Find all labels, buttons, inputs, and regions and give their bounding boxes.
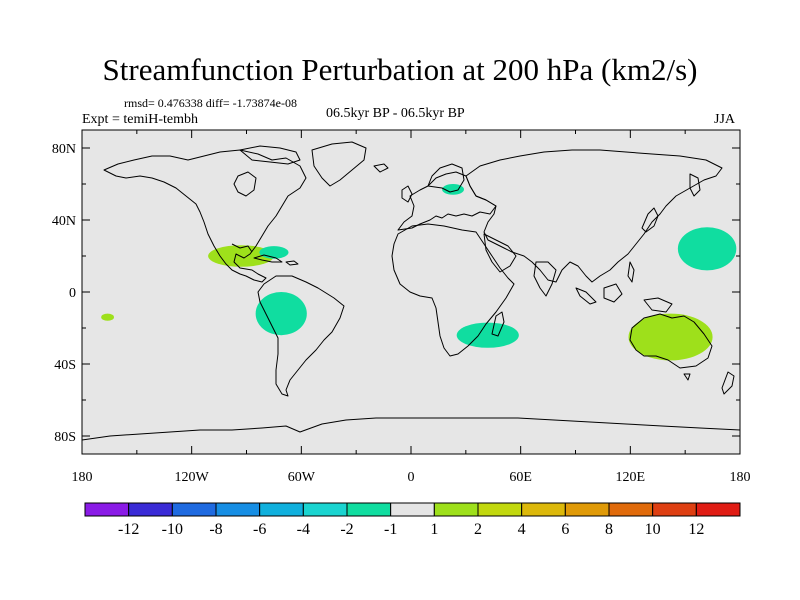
coastlines [82,141,740,441]
coast-borneo [603,283,623,303]
coast-greenland [311,141,367,187]
colorbar-label: 8 [605,521,613,538]
coast-new-zealand [721,371,735,395]
coast-tasmania [683,373,691,381]
coast-south-america [257,275,345,397]
coast-scandinavia [427,163,465,193]
coast-hispaniola [285,260,299,266]
coast-japan [641,207,659,233]
colorbar-swatch [128,502,173,517]
coast-arabia [483,233,517,273]
colorbar-swatch [84,502,130,517]
lon-label: 60W [288,470,316,485]
colorbar-label: 2 [474,521,482,538]
lat-label: 0 [69,286,76,301]
colorbar-swatch [390,502,435,517]
anomaly-patch-scandinavia [442,184,465,195]
lat-label: 40N [52,214,76,229]
colorbar-swatch [652,502,697,517]
anomaly-patch-southern-africa [456,322,519,348]
coast-madagascar [491,311,505,337]
map-axes: 80N 40N 0 40S 80S 180 120W 60W 0 60E 120E 180 [52,130,751,485]
coast-africa [391,223,515,357]
anomaly-patch-cuba-core [259,246,289,259]
colorbar-swatch [215,502,261,517]
colorbar-label: 10 [645,521,661,538]
lon-label: 60E [509,470,532,485]
coast-iceland [373,163,389,173]
colorbar-swatch [433,502,479,517]
colorbar-swatch [477,502,523,517]
colorbar-swatch [302,502,348,517]
coast-hudson-bay [233,171,257,197]
colorbar-label: 6 [561,521,569,538]
coast-australia [629,313,713,369]
coast-kamchatka [689,173,701,197]
period-label: 06.5kyr BP - 06.5kyr BP [326,106,465,121]
coast-antarctica [82,417,740,441]
colorbar-label: 12 [688,521,704,538]
season-label: JJA [714,112,736,127]
anomaly-patch-northwest-pacific [677,227,737,271]
colorbar-label: 1 [430,521,438,538]
lat-label: 80S [54,430,76,445]
colorbar-label: 4 [518,521,526,538]
lat-label: 40S [54,358,76,373]
colorbar-label: -1 [384,521,397,538]
lat-label: 80N [52,142,76,157]
anomaly-patch-central-pacific [101,313,114,321]
coast-gulf [231,243,253,253]
lon-label: 0 [408,470,415,485]
anomaly-patch-south-america [255,292,307,336]
coast-philippines [627,261,635,283]
stats-label: rmsd= 0.476338 diff= -1.73874e-08 [124,96,297,110]
coast-sumatra [575,287,597,305]
anomaly-patch-australia [628,313,713,361]
lon-label: 180 [72,470,93,485]
lon-label: 180 [730,470,751,485]
colorbar-swatch [346,502,392,517]
colorbar-swatch [564,502,610,517]
colorbar-label: -2 [340,521,353,538]
coast-india [533,261,557,297]
colorbar-label: -6 [253,521,266,538]
experiment-label: Expt = temiH-tembh [82,112,198,127]
anomaly-layer [101,184,737,361]
coast-cuba [253,254,283,263]
colorbar-label: -12 [118,521,139,538]
colorbar-swatch [695,502,741,517]
coast-new-guinea [643,297,673,313]
colorbar-label: -10 [162,521,183,538]
colorbar-swatch [521,502,566,517]
colorbar: -12 -10 -8 -6 -4 -2 -1 1 2 4 6 8 10 12 [84,502,741,538]
lon-label: 120W [175,470,210,485]
coast-british-isles [401,185,413,203]
colorbar-swatch [171,502,217,517]
plot-title: Streamfunction Perturbation at 200 hPa (… [102,52,698,87]
coast-asia [465,149,723,283]
colorbar-label: -4 [297,521,310,538]
colorbar-label: -8 [209,521,222,538]
colorbar-swatch [259,502,304,517]
lon-label: 120E [616,470,646,485]
colorbar-swatch [608,502,654,517]
coast-arctic-islands [239,145,301,165]
